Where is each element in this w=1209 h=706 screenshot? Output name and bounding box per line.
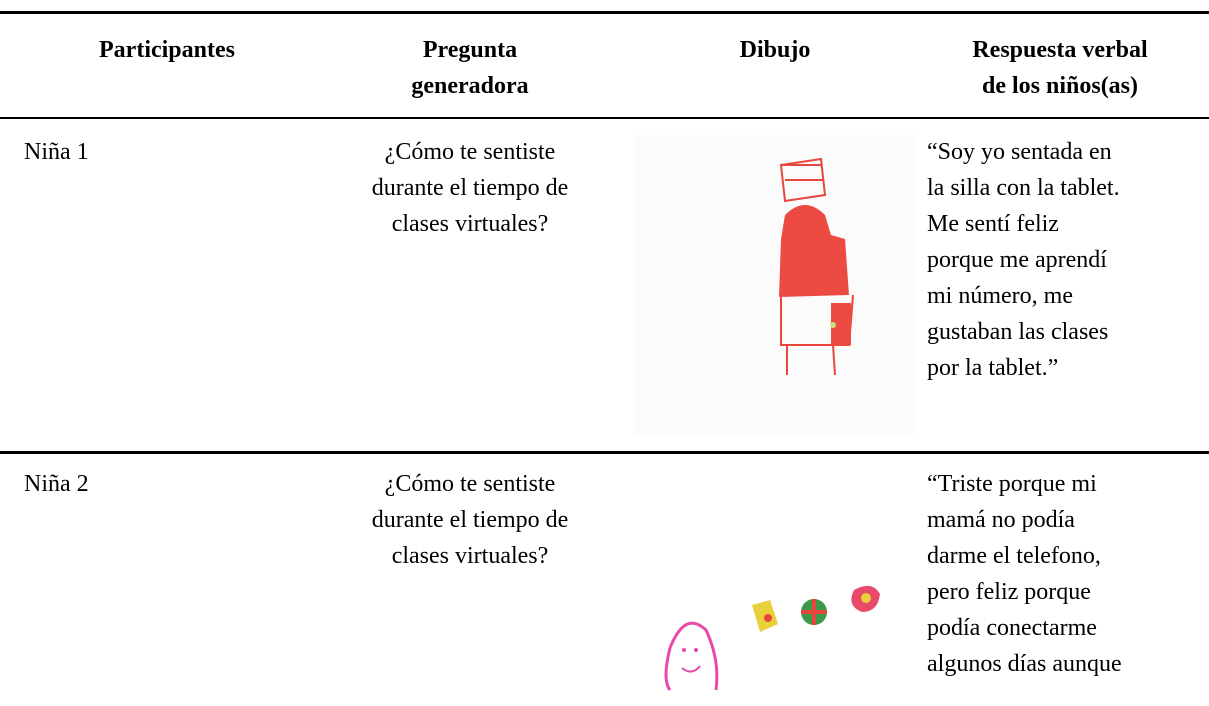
column-header: Participantes [99, 37, 235, 63]
header-rule [0, 117, 1209, 119]
response: algunos días aunque [927, 651, 1122, 677]
response: podía conectarme [927, 615, 1097, 641]
response: darme el telefono, [927, 543, 1101, 569]
question: durante el tiempo de [371, 175, 569, 201]
question: ¿Cómo te sentiste [384, 471, 556, 497]
column-header: de los niños(as) [981, 73, 1139, 99]
response: la silla con la tablet. [927, 175, 1120, 201]
top-rule [0, 11, 1209, 14]
response: pero feliz porque [927, 579, 1091, 605]
column-header: Dibujo [739, 37, 811, 63]
question: ¿Cómo te sentiste [384, 139, 556, 165]
participant: Niña 2 [24, 471, 89, 497]
question: clases virtuales? [391, 211, 549, 237]
column-header: Pregunta [422, 37, 518, 63]
response: mamá no podía [927, 507, 1075, 533]
response: Me sentí feliz [927, 211, 1059, 237]
column-header: Respuesta verbal [972, 37, 1148, 63]
response: “Soy yo sentada en [927, 139, 1112, 165]
response: por la tablet.” [927, 355, 1059, 381]
column-header: generadora [411, 73, 529, 99]
response: porque me aprendí [927, 247, 1107, 273]
row-rule [0, 451, 1209, 454]
question: clases virtuales? [391, 543, 549, 569]
response: “Triste porque mi [927, 471, 1097, 497]
response: mi número, me [927, 283, 1073, 309]
question: durante el tiempo de [371, 507, 569, 533]
participant: Niña 1 [24, 139, 89, 165]
drawing-1 [635, 135, 915, 435]
drawing-2 [664, 585, 880, 691]
response: gustaban las clases [927, 319, 1109, 345]
